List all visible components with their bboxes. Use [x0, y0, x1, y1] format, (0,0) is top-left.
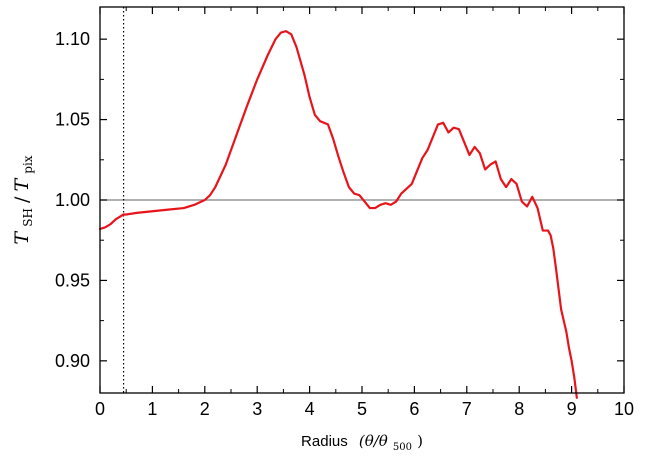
plot-area	[98, 7, 624, 399]
x-tick-label: 2	[200, 399, 210, 419]
y-tick-label: 0.90	[55, 351, 90, 371]
x-tick-label: 10	[614, 399, 634, 419]
x-axis-label-text: Radius	[301, 433, 348, 450]
x-tick-label: 5	[357, 399, 367, 419]
x-tick-label: 0	[95, 399, 105, 419]
x-tick-label: 9	[567, 399, 577, 419]
x-axis-label-math: (θ/θ	[359, 432, 388, 450]
y-tick-label: 1.05	[55, 110, 90, 130]
x-axis-label: Radius (θ/θ 500 )	[301, 431, 423, 454]
x-tick-label: 1	[147, 399, 157, 419]
x-axis-label-sub: 500	[393, 442, 412, 453]
y-axis-label-t2: T	[11, 178, 33, 192]
y-axis: 0.90 0.95 1.00 1.05 1.10	[55, 29, 624, 371]
x-tick-label: 8	[514, 399, 524, 419]
x-tick-label: 6	[409, 399, 419, 419]
y-axis-label-t1: T	[11, 231, 33, 245]
x-tick-label: 4	[305, 399, 315, 419]
x-tick-label: 7	[462, 399, 472, 419]
x-tick-label: 3	[252, 399, 262, 419]
y-axis-label-sub2: pix	[21, 155, 35, 174]
series-line	[98, 30, 578, 399]
y-tick-label: 1.00	[55, 190, 90, 210]
y-axis-label-slash: /	[11, 196, 33, 203]
x-axis-label-close: )	[417, 432, 423, 450]
y-axis-label-sub1: SH	[21, 208, 35, 227]
y-axis-label: T SH / T pix	[11, 155, 36, 244]
y-tick-label: 0.95	[55, 270, 90, 290]
y-tick-label: 1.10	[55, 29, 90, 49]
x-axis: 0 1 2 3 4 5 6 7 8 9 10	[95, 7, 634, 419]
